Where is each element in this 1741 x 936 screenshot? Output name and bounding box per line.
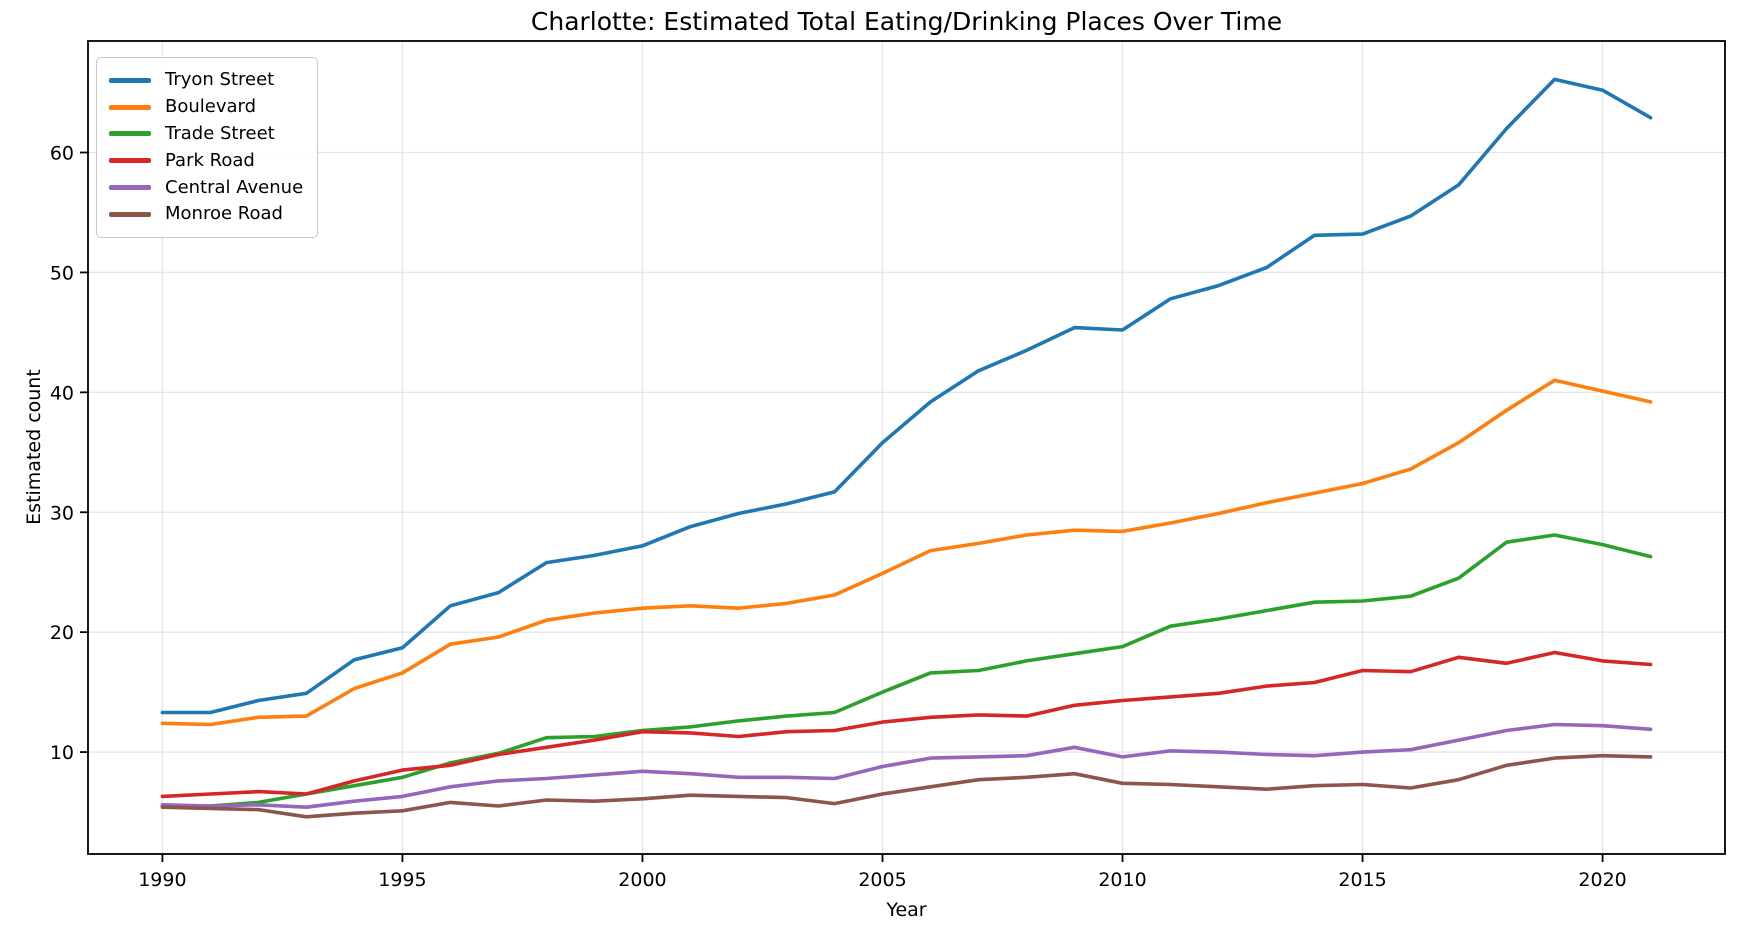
legend-swatch — [109, 211, 151, 217]
x-tick-label: 2000 — [618, 869, 666, 891]
x-tick-label: 2010 — [1098, 869, 1146, 891]
legend-item-central-avenue: Central Avenue — [109, 174, 303, 201]
x-tick-label: 2015 — [1338, 869, 1386, 891]
legend-item-tryon-street: Tryon Street — [109, 67, 303, 94]
legend-item-park-road: Park Road — [109, 147, 303, 174]
x-tick-label: 2005 — [858, 869, 906, 891]
legend-label: Trade Street — [165, 122, 275, 144]
legend-swatch — [109, 158, 151, 164]
legend-swatch — [109, 185, 151, 191]
legend-label: Central Avenue — [165, 176, 304, 198]
series-line-central-avenue — [160, 722, 1653, 810]
y-tick-label: 10 — [50, 742, 74, 764]
x-tick-label: 1995 — [378, 869, 426, 891]
legend-item-trade-street: Trade Street — [109, 121, 303, 148]
x-axis-label: Year — [886, 899, 927, 921]
y-tick-label: 40 — [50, 382, 74, 404]
y-tick-label: 60 — [50, 143, 74, 165]
plot-frame — [87, 40, 1726, 855]
y-tick-label: 20 — [50, 622, 74, 644]
y-tick-label: 30 — [50, 502, 74, 524]
legend-label: Tryon Street — [165, 69, 275, 91]
legend-swatch — [109, 77, 151, 83]
legend-label: Monroe Road — [165, 203, 283, 225]
y-tick-label: 50 — [50, 262, 74, 284]
legend-label: Park Road — [165, 149, 255, 171]
series-line-monroe-road — [160, 753, 1653, 819]
x-tick-label: 2020 — [1578, 869, 1626, 891]
legend-swatch — [109, 104, 151, 110]
legend-item-monroe-road: Monroe Road — [109, 201, 303, 228]
series-line-park-road — [160, 650, 1653, 799]
legend: Tryon Street Boulevard Trade Street Park Ro… — [96, 57, 319, 238]
legend-item-boulevard: Boulevard — [109, 94, 303, 121]
chart-title: Charlotte: Estimated Total Eating/Drinki… — [530, 7, 1283, 36]
y-axis-label: Estimated count — [23, 369, 45, 525]
x-tick-label: 1990 — [138, 869, 186, 891]
legend-label: Boulevard — [165, 96, 257, 118]
series-line-trade-street — [160, 533, 1653, 808]
legend-swatch — [109, 131, 151, 137]
series-line-tryon-street — [160, 77, 1653, 715]
series-line-boulevard — [160, 378, 1653, 727]
